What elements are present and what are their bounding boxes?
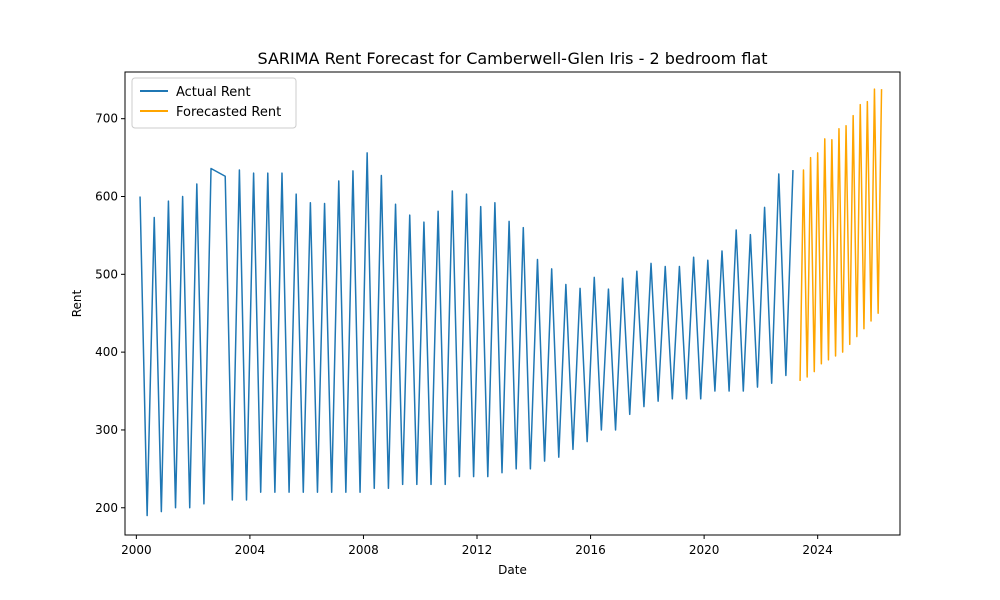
y-tick-label: 600 (95, 190, 118, 204)
legend-label-1: Forecasted Rent (176, 105, 281, 120)
y-tick-label: 200 (95, 501, 118, 515)
y-tick-label: 500 (95, 267, 118, 281)
legend: Actual Rent Forecasted Rent (131, 77, 297, 129)
legend-box (131, 77, 297, 129)
x-tick-label: 2024 (802, 543, 833, 557)
x-tick-label: 2012 (462, 543, 493, 557)
y-tick-label: 400 (95, 345, 118, 359)
series-line-0 (139, 152, 794, 517)
x-tick-label: 2008 (348, 543, 379, 557)
x-tick-label: 2004 (235, 543, 266, 557)
plot-frame (124, 71, 901, 536)
plot-area (139, 88, 883, 517)
series-line-1 (799, 88, 883, 381)
x-axis: 2000 2004 2008 2012 2016 2020 2024 (121, 535, 833, 557)
x-tick-label: 2000 (121, 543, 152, 557)
y-axis: 200 300 400 500 600 700 (95, 112, 125, 515)
y-axis-title: Rent (70, 289, 84, 317)
legend-label-0: Actual Rent (176, 85, 251, 100)
x-tick-label: 2020 (689, 543, 720, 557)
y-tick-label: 700 (95, 112, 118, 126)
x-axis-title: Date (498, 563, 527, 577)
x-tick-label: 2016 (575, 543, 606, 557)
y-tick-label: 300 (95, 423, 118, 437)
chart-title: SARIMA Rent Forecast for Camberwell-Glen… (258, 49, 768, 68)
